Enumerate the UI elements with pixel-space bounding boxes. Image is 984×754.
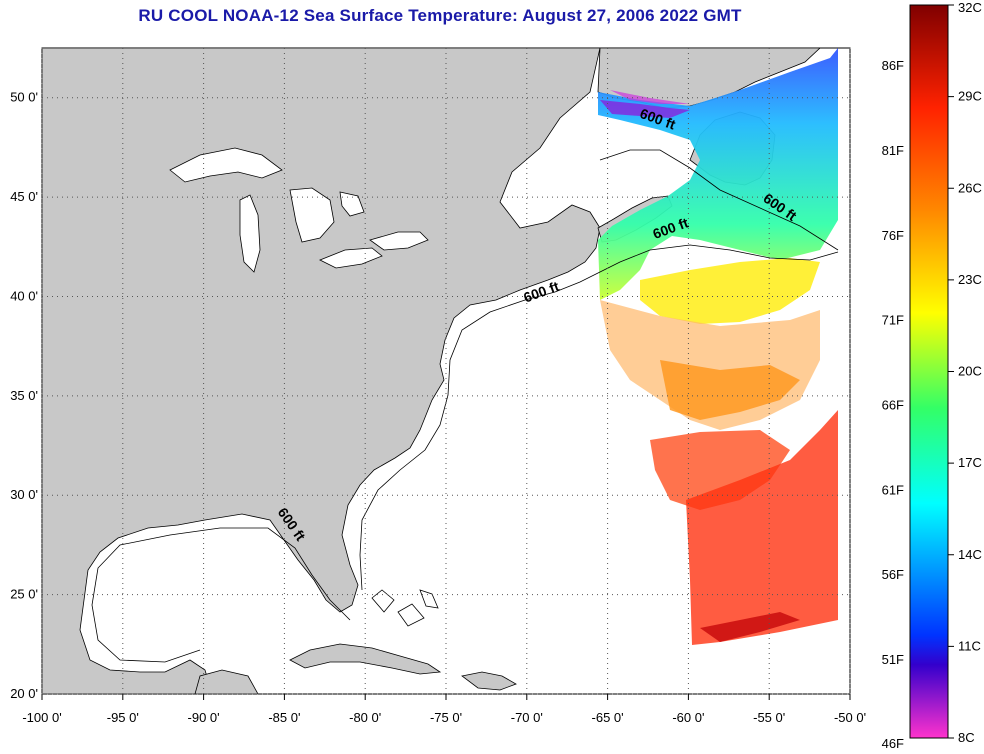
colorbar-fahrenheit-label: 51F bbox=[882, 652, 904, 667]
lat-tick-label: 40 0' bbox=[10, 288, 38, 303]
lon-tick-label: -50 0' bbox=[834, 710, 866, 725]
lon-tick-label: -55 0' bbox=[753, 710, 785, 725]
lon-tick-label: -70 0' bbox=[511, 710, 543, 725]
colorbar-celsius-label: 26C bbox=[958, 180, 982, 195]
lat-tick-label: 25 0' bbox=[10, 587, 38, 602]
lon-tick-label: -60 0' bbox=[672, 710, 704, 725]
colorbar-celsius-label: 23C bbox=[958, 272, 982, 287]
colorbar-fahrenheit-label: 76F bbox=[882, 228, 904, 243]
lon-tick-label: -80 0' bbox=[349, 710, 381, 725]
colorbar-fahrenheit-label: 46F bbox=[882, 736, 904, 751]
colorbar-celsius-label: 17C bbox=[958, 455, 982, 470]
colorbar-fahrenheit-label: 61F bbox=[882, 482, 904, 497]
colorbar-celsius-label: 29C bbox=[958, 89, 982, 104]
lon-tick-label: -95 0' bbox=[107, 710, 139, 725]
lat-tick-label: 35 0' bbox=[10, 388, 38, 403]
lon-tick-label: -75 0' bbox=[430, 710, 462, 725]
lon-tick-label: -90 0' bbox=[188, 710, 220, 725]
lat-tick-label: 50 0' bbox=[10, 90, 38, 105]
colorbar-fahrenheit-label: 86F bbox=[882, 58, 904, 73]
colorbar-celsius-label: 8C bbox=[958, 730, 975, 745]
colorbar-celsius-label: 14C bbox=[958, 547, 982, 562]
colorbar-celsius-label: 20C bbox=[958, 364, 982, 379]
colorbar-fahrenheit-label: 81F bbox=[882, 143, 904, 158]
colorbar-fahrenheit-label: 71F bbox=[882, 313, 904, 328]
lon-tick-label: -100 0' bbox=[22, 710, 61, 725]
latitude-tick-labels: 50 0' 45 0' 40 0' 35 0' 30 0' 25 0' 20 0' bbox=[10, 90, 38, 701]
colorbar-fahrenheit-label: 56F bbox=[882, 567, 904, 582]
lat-tick-label: 30 0' bbox=[10, 487, 38, 502]
lon-tick-label: -85 0' bbox=[268, 710, 300, 725]
lat-tick-label: 45 0' bbox=[10, 189, 38, 204]
colorbar-fahrenheit-label: 66F bbox=[882, 397, 904, 412]
lon-tick-label: -65 0' bbox=[592, 710, 624, 725]
colorbar-celsius-label: 11C bbox=[958, 638, 981, 653]
longitude-tick-labels: -100 0' -95 0' -90 0' -85 0' -80 0' -75 0' -70… bbox=[22, 694, 866, 725]
colorbar bbox=[910, 5, 948, 738]
lat-tick-label: 20 0' bbox=[10, 686, 38, 701]
colorbar-celsius-label: 32C bbox=[958, 0, 982, 15]
